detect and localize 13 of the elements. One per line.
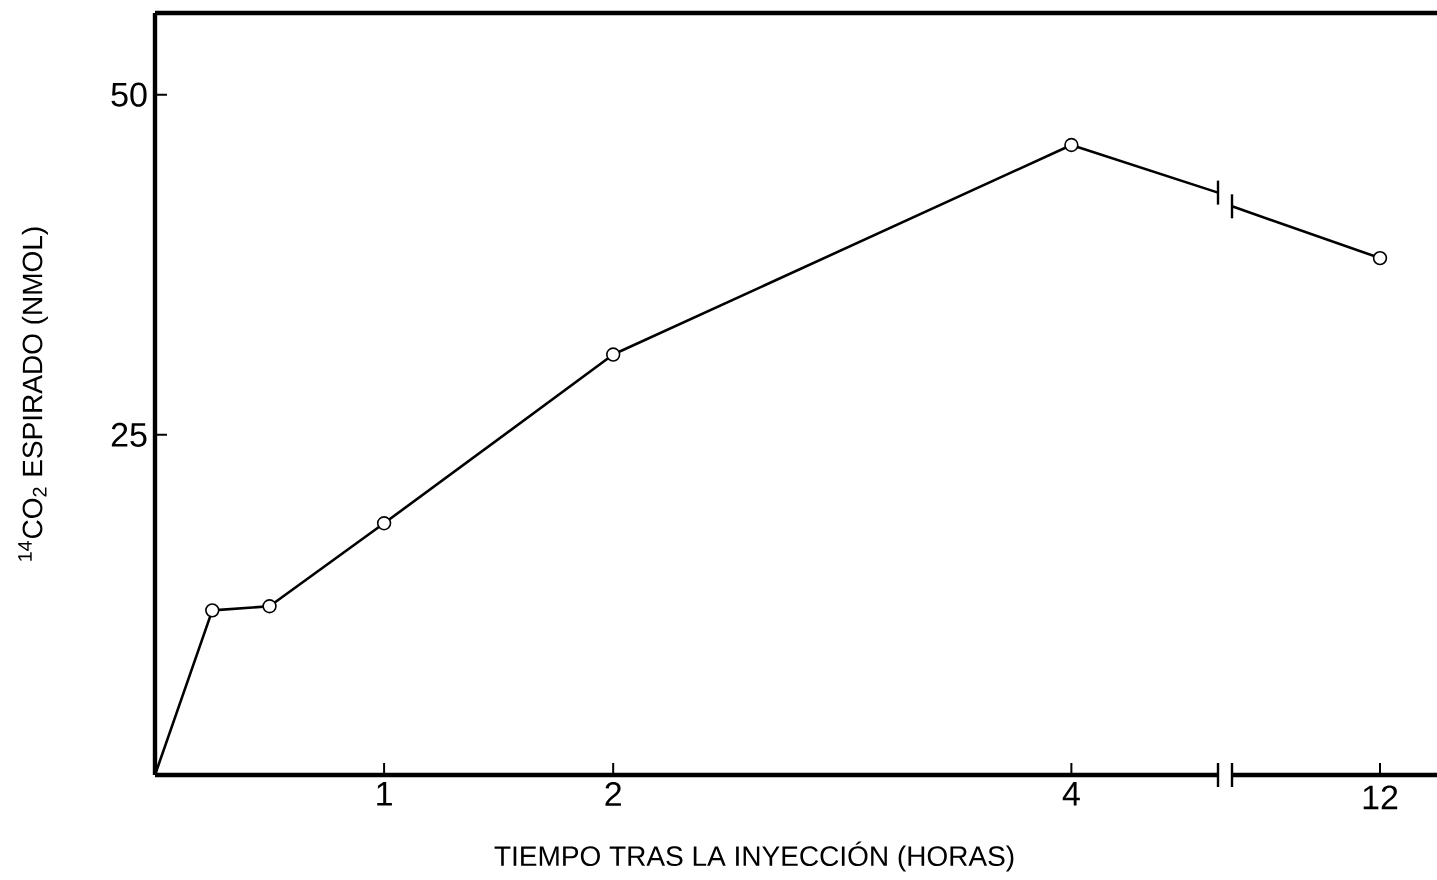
x-tick-label: 2 (605, 782, 621, 806)
point (262, 599, 277, 614)
y-tick-label: 50 (111, 82, 147, 107)
y-tick-label: 25 (111, 422, 147, 447)
point (205, 603, 220, 618)
point (376, 516, 392, 531)
x-tick-label: 1 (377, 782, 392, 806)
point (1064, 137, 1079, 153)
y-axis-title: $^{14}$CO$_{2}$ ESPIRADO (NMOL) (18, 227, 48, 561)
x-axis-title: TIEMPO TRAS LA INYECCIÓN (HORAS) (494, 841, 1014, 872)
point (605, 347, 621, 362)
x-tick-label: 4 (1062, 782, 1080, 806)
text: 12 (1363, 785, 1398, 810)
